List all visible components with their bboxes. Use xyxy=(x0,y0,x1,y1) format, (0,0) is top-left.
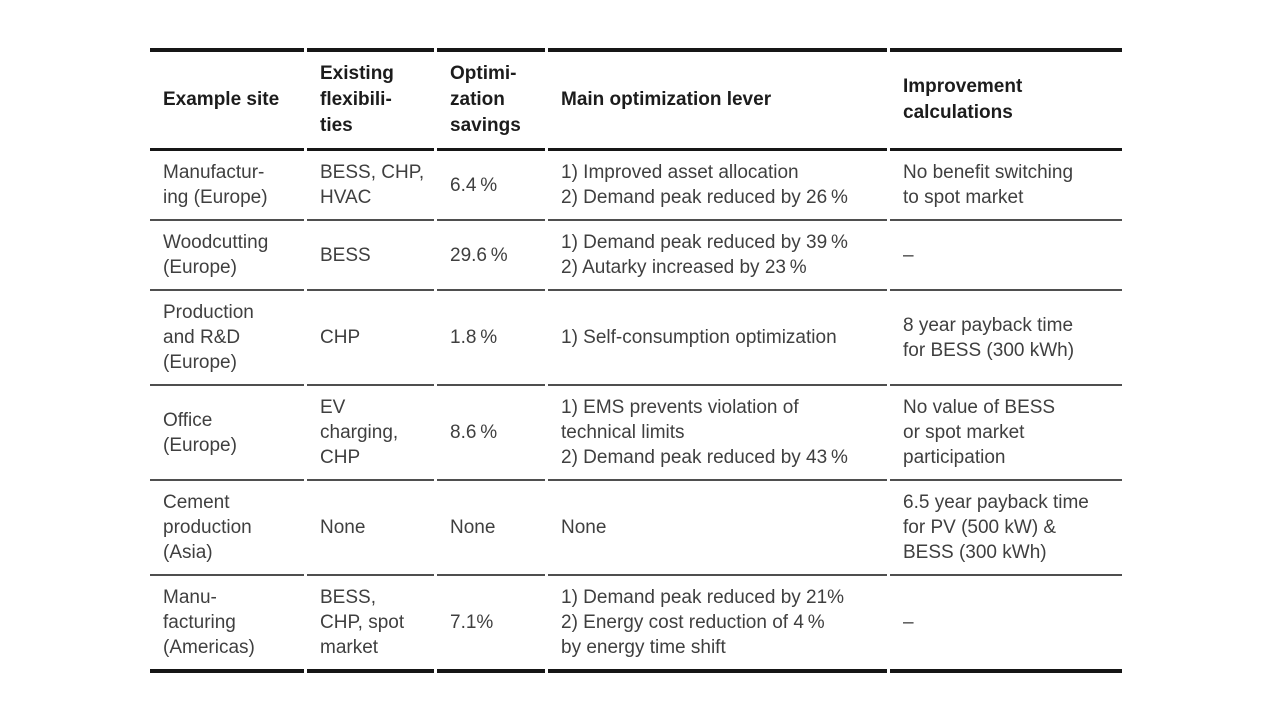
cell-savings: 29.6 % xyxy=(437,221,545,291)
cell-flexibilities: BESS, CHP, HVAC xyxy=(307,151,434,221)
cell-improvement: 8 year payback time for BESS (300 kWh) xyxy=(890,291,1122,386)
table-row-manufacturing-americas: Manu- facturing (Americas) BESS, CHP, sp… xyxy=(150,576,1122,673)
cell-improvement: No benefit switching to spot market xyxy=(890,151,1122,221)
cell-improvement: – xyxy=(890,221,1122,291)
cell-savings: 7.1% xyxy=(437,576,545,673)
cell-flexibilities: None xyxy=(307,481,434,576)
cell-site: Woodcutting (Europe) xyxy=(150,221,304,291)
cell-flexibilities: CHP xyxy=(307,291,434,386)
cell-site: Manu- facturing (Americas) xyxy=(150,576,304,673)
column-header-main-optimization-lever: Main optimization lever xyxy=(548,48,887,151)
cell-flexibilities: BESS xyxy=(307,221,434,291)
cell-levers: 1) Demand peak reduced by 39 % 2) Autark… xyxy=(548,221,887,291)
example-sites-table: Example site Existing flexibili- ties Op… xyxy=(147,48,1125,673)
table-row-cement-production-asia: Cement production (Asia) None None None … xyxy=(150,481,1122,576)
cell-levers: 1) Demand peak reduced by 21% 2) Energy … xyxy=(548,576,887,673)
column-header-optimization-savings: Optimi- zation savings xyxy=(437,48,545,151)
cell-flexibilities: EV charging, CHP xyxy=(307,386,434,481)
cell-levers: None xyxy=(548,481,887,576)
cell-savings: 1.8 % xyxy=(437,291,545,386)
cell-site: Cement production (Asia) xyxy=(150,481,304,576)
cell-improvement: 6.5 year payback time for PV (500 kW) & … xyxy=(890,481,1122,576)
table-row-manufacturing-europe: Manufactur- ing (Europe) BESS, CHP, HVAC… xyxy=(150,151,1122,221)
cell-savings: 8.6 % xyxy=(437,386,545,481)
cell-improvement: No value of BESS or spot market particip… xyxy=(890,386,1122,481)
table-row-woodcutting-europe: Woodcutting (Europe) BESS 29.6 % 1) Dema… xyxy=(150,221,1122,291)
column-header-improvement-calculations: Improvement calculations xyxy=(890,48,1122,151)
cell-savings: None xyxy=(437,481,545,576)
table-row-office-europe: Office (Europe) EV charging, CHP 8.6 % 1… xyxy=(150,386,1122,481)
cell-site: Manufactur- ing (Europe) xyxy=(150,151,304,221)
cell-savings: 6.4 % xyxy=(437,151,545,221)
cell-site: Production and R&D (Europe) xyxy=(150,291,304,386)
column-header-existing-flexibilities: Existing flexibili- ties xyxy=(307,48,434,151)
cell-levers: 1) Improved asset allocation 2) Demand p… xyxy=(548,151,887,221)
table-header-row: Example site Existing flexibili- ties Op… xyxy=(150,48,1122,151)
cell-flexibilities: BESS, CHP, spot market xyxy=(307,576,434,673)
cell-improvement: – xyxy=(890,576,1122,673)
column-header-example-site: Example site xyxy=(150,48,304,151)
cell-levers: 1) Self-consumption optimization xyxy=(548,291,887,386)
cell-site: Office (Europe) xyxy=(150,386,304,481)
table-row-production-rnd-europe: Production and R&D (Europe) CHP 1.8 % 1)… xyxy=(150,291,1122,386)
cell-levers: 1) EMS prevents violation of technical l… xyxy=(548,386,887,481)
